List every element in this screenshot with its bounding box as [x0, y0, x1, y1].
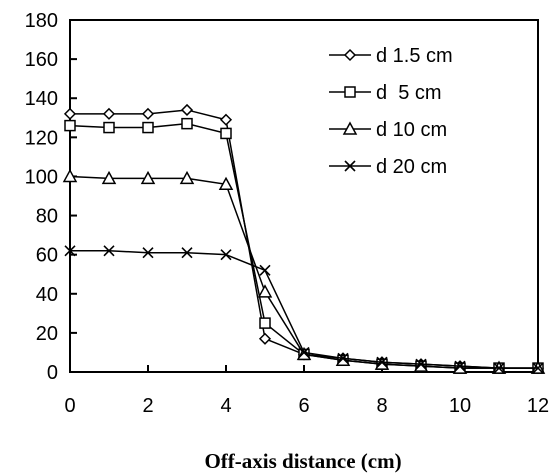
x-tick-label: 4: [220, 395, 231, 417]
data-point: [180, 103, 194, 117]
data-point: [337, 352, 349, 364]
legend-item: d 10 cm: [329, 119, 447, 141]
data-point: [102, 107, 116, 120]
y-tick-label: 80: [36, 206, 58, 228]
data-point: [296, 346, 312, 361]
y-tick-label: 60: [36, 245, 58, 267]
data-point: [532, 362, 544, 374]
y-tick-label: 120: [25, 127, 58, 149]
data-point: [181, 247, 193, 259]
data-point: [259, 264, 271, 276]
data-point: [103, 121, 115, 134]
data-point: [218, 176, 234, 191]
data-point: [103, 245, 115, 257]
marker-stroke: [454, 360, 466, 372]
y-tick-label: 140: [25, 88, 58, 110]
marker-stroke: [344, 160, 356, 172]
data-point: [376, 356, 388, 368]
data-point: [452, 360, 468, 374]
plot-border: [69, 19, 539, 373]
marker-stroke: [181, 247, 193, 259]
series-0: [63, 103, 545, 375]
plot-area: [69, 19, 539, 373]
y-tick-label: 20: [36, 323, 58, 345]
data-point: [141, 107, 155, 120]
data-point: [220, 127, 232, 140]
data-point: [142, 121, 154, 134]
marker-stroke: [220, 249, 232, 261]
data-point: [64, 245, 76, 257]
data-point: [415, 358, 427, 370]
data-point: [259, 317, 271, 329]
marker-stroke: [337, 352, 349, 364]
data-point: [181, 117, 193, 130]
y-tick-label: 160: [25, 49, 58, 71]
data-point: [335, 352, 351, 367]
data-point: [140, 170, 156, 185]
data-point: [298, 346, 310, 359]
data-point: [64, 119, 76, 132]
legend-marker: [343, 48, 357, 62]
marker-stroke: [64, 245, 76, 257]
data-point: [257, 284, 273, 298]
data-point: [142, 247, 154, 259]
data-point: [220, 249, 232, 261]
x-tick-label: 10: [449, 395, 471, 417]
x-tick-label: 12: [527, 395, 549, 417]
data-point: [493, 362, 505, 374]
legend-label: d 10 cm: [376, 119, 447, 141]
x-tick-label: 2: [142, 395, 153, 417]
marker-stroke: [493, 362, 505, 374]
legend-marker: [344, 86, 356, 98]
series-line: [69, 122, 538, 369]
marker-stroke: [415, 358, 427, 370]
legend-label: d 20 cm: [376, 156, 447, 178]
legend-marker: [342, 121, 358, 135]
data-point: [413, 358, 429, 372]
data-point: [374, 356, 390, 370]
data-point: [219, 113, 233, 126]
legend-marker: [344, 160, 356, 172]
marker-stroke: [259, 264, 271, 276]
series-1: [64, 117, 544, 374]
marker-stroke: [298, 346, 310, 359]
y-tick-label: 100: [25, 166, 58, 188]
data-point: [258, 332, 272, 345]
legend-item: d 1.5 cm: [329, 45, 453, 67]
series-line: [69, 175, 538, 369]
series-2: [62, 168, 546, 374]
legend: d 1.5 cm d 5 cm d 10 cm d 20 cm: [329, 45, 453, 178]
series-3: [64, 245, 544, 374]
series-layer: [62, 103, 546, 375]
marker-stroke: [103, 245, 115, 257]
series-line: [70, 109, 538, 369]
legend-item: d 5 cm: [329, 82, 442, 104]
x-tick-label: 6: [298, 395, 309, 417]
x-axis: 0 2 4 6 8 10 12: [64, 365, 549, 417]
data-point: [101, 170, 117, 185]
data-point: [454, 360, 466, 372]
marker-stroke: [532, 362, 544, 374]
y-tick-label: 40: [36, 284, 58, 306]
data-point: [179, 170, 195, 185]
data-point: [63, 107, 77, 120]
marker-stroke: [376, 356, 388, 368]
data-point: [62, 168, 78, 183]
y-tick-label: 180: [25, 10, 58, 32]
legend-item: d 20 cm: [329, 156, 447, 178]
legend-label: d 5 cm: [376, 82, 442, 104]
y-tick-label: 0: [47, 362, 58, 384]
x-tick-label: 8: [376, 395, 387, 417]
x-axis-label: Off-axis distance (cm): [204, 449, 401, 473]
marker-stroke: [142, 247, 154, 259]
x-tick-label: 0: [64, 395, 75, 417]
legend-label: d 1.5 cm: [376, 45, 453, 67]
